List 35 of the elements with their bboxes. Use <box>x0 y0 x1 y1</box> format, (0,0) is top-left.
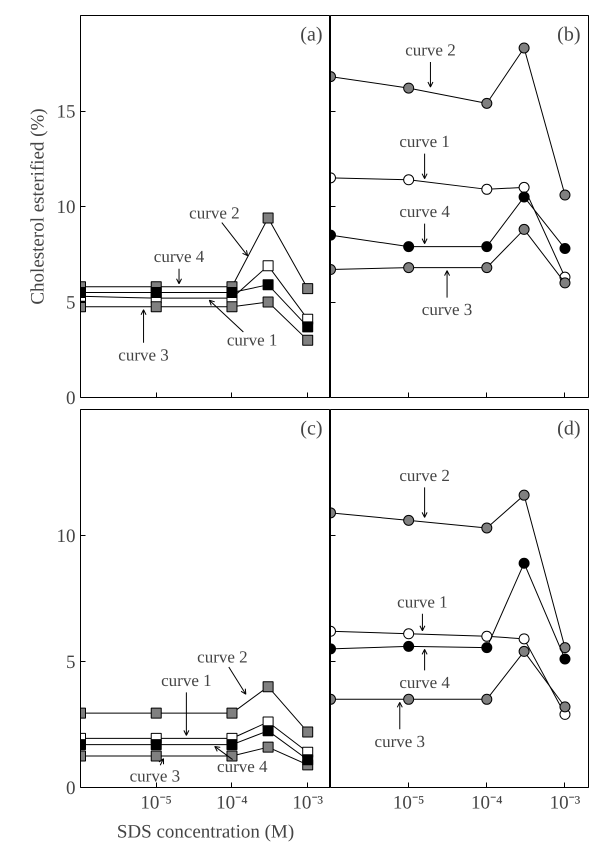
x-tick-label: 10⁻⁵ <box>392 792 424 814</box>
x-tick-label: 10⁻³ <box>550 792 581 814</box>
y-axis-title: Cholesterol esterified (%) <box>28 108 48 305</box>
y-tick-label: 5 <box>66 652 76 673</box>
chart-title: (b) <box>557 24 581 46</box>
y-tick-label: 10 <box>56 197 76 218</box>
annotation: curve 2 <box>197 647 248 666</box>
annotation: curve 1 <box>397 592 448 612</box>
y-tick-label: 15 <box>56 102 76 122</box>
annotation: curve 3 <box>374 732 426 751</box>
x-tick-label: 10⁻⁵ <box>140 792 172 814</box>
annotation: curve 2 <box>399 466 450 485</box>
annotation: curve 3 <box>118 345 169 364</box>
y-tick-label: 5 <box>66 292 76 314</box>
y-tick-label: 0 <box>66 778 76 799</box>
annotation: curve 4 <box>399 672 450 692</box>
annotation: curve 2 <box>189 204 240 223</box>
y-tick-label: 0 <box>66 388 76 409</box>
annotation: curve 1 <box>226 330 278 350</box>
chart-title: (c) <box>300 418 323 440</box>
chart-title: (a) <box>300 24 323 46</box>
annotation: curve 4 <box>217 757 268 776</box>
x-tick-label: 10⁻⁴ <box>216 792 248 814</box>
y-tick-label: 10 <box>56 526 76 547</box>
annotation: curve 3 <box>130 766 180 786</box>
chart-title: (d) <box>557 418 581 440</box>
annotation: curve 4 <box>399 202 450 222</box>
x-axis-title: SDS concentration (M) <box>116 822 294 842</box>
annotation: curve 3 <box>422 300 472 320</box>
annotation: curve 1 <box>399 132 450 152</box>
x-tick-label: 10⁻³ <box>292 792 324 814</box>
annotation: curve 1 <box>161 670 212 690</box>
annotation: curve 4 <box>154 247 205 266</box>
x-tick-label: 10⁻⁴ <box>471 792 504 814</box>
annotation: curve 2 <box>405 40 456 60</box>
